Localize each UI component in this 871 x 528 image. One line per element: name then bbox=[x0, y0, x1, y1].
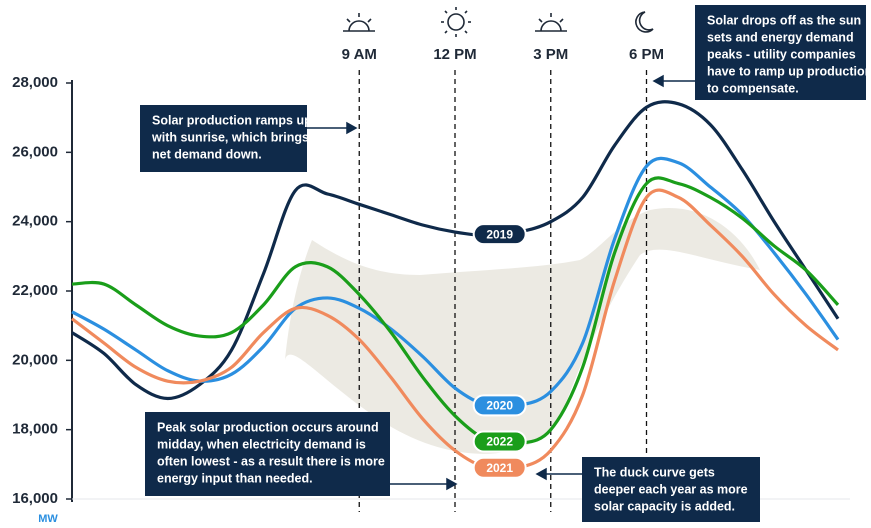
time-icons bbox=[343, 7, 654, 37]
annotation-text: midday, when electricity demand is bbox=[157, 437, 366, 451]
annotation-text: Peak solar production occurs around bbox=[157, 420, 379, 434]
annotation-text: net demand down. bbox=[152, 147, 262, 161]
y-axis-label: MW bbox=[38, 513, 58, 525]
annotation-text: have to ramp up production bbox=[707, 64, 871, 78]
legend-label: 2019 bbox=[486, 227, 513, 241]
icon-sunset bbox=[535, 13, 567, 32]
y-tick-label: 24,000 bbox=[12, 213, 58, 230]
y-tick-label: 20,000 bbox=[12, 351, 58, 368]
y-tick-label: 28,000 bbox=[12, 74, 58, 91]
icon-moon bbox=[635, 11, 654, 33]
series-line bbox=[71, 176, 840, 447]
annotation-text: with sunrise, which brings bbox=[151, 130, 309, 144]
y-tick-label: 22,000 bbox=[12, 282, 58, 299]
icon-sun bbox=[441, 7, 471, 37]
annotation-text: deeper each year as more bbox=[594, 482, 748, 496]
annotation-text: peaks - utility companies bbox=[707, 47, 856, 61]
annotation-box bbox=[140, 105, 307, 172]
y-tick-label: 16,000 bbox=[12, 490, 58, 507]
annotation-text: energy input than needed. bbox=[157, 471, 313, 485]
legend-pill bbox=[472, 223, 527, 246]
legend-label: 2021 bbox=[486, 461, 513, 475]
annotation-text: to compensate. bbox=[707, 81, 799, 95]
annotation-box bbox=[145, 412, 390, 496]
icon-sunrise bbox=[343, 13, 375, 32]
legend-pill bbox=[472, 456, 527, 479]
legend-label: 2020 bbox=[486, 399, 513, 413]
legend-pill bbox=[472, 394, 527, 417]
x-tick-label: 3 PM bbox=[533, 46, 568, 63]
annotation-text: solar capacity is added. bbox=[594, 499, 735, 513]
x-tick-label: 12 PM bbox=[433, 46, 476, 63]
x-tick-label: 9 AM bbox=[342, 46, 377, 63]
y-tick-label: 26,000 bbox=[12, 143, 58, 160]
series-line bbox=[71, 100, 840, 401]
arrows bbox=[307, 74, 695, 491]
series-line bbox=[71, 188, 839, 472]
annotation-text: The duck curve gets bbox=[594, 465, 715, 479]
y-tick-label: 18,000 bbox=[12, 421, 58, 438]
annotation-text: sets and energy demand bbox=[707, 30, 854, 44]
series-group bbox=[71, 100, 840, 472]
legend-label: 2022 bbox=[486, 435, 513, 449]
x-tick-label: 6 PM bbox=[629, 46, 664, 63]
annotation-box bbox=[582, 457, 760, 522]
annotation-text: often lowest - as a result there is more bbox=[157, 454, 385, 468]
annotation-box bbox=[695, 5, 866, 100]
annotation-text: Solar drops off as the sun bbox=[707, 13, 861, 27]
annotation-text: Solar production ramps up bbox=[152, 113, 312, 127]
legend-pill bbox=[472, 430, 527, 453]
